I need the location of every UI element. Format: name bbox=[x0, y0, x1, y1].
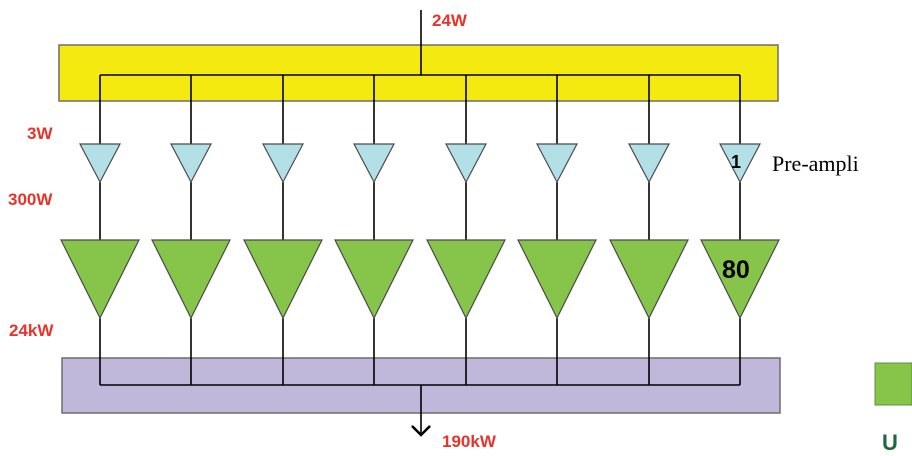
power-amplifier-triangle bbox=[151, 239, 231, 320]
wiring bbox=[99, 74, 741, 386]
amp-output-power-label: 24kW bbox=[9, 321, 54, 340]
power-amplifier-triangle bbox=[426, 239, 506, 320]
preamp-input-power-label: 3W bbox=[27, 124, 53, 143]
legend-text: U bbox=[882, 430, 898, 455]
total-output-power-label: 190kW bbox=[442, 432, 497, 451]
power-amplifier-triangle bbox=[609, 239, 689, 320]
preamplifier-triangle bbox=[628, 143, 670, 184]
preamp-output-power-label: 300W bbox=[8, 190, 53, 209]
power-amplifier-triangle bbox=[60, 239, 140, 320]
preamplifier-triangle bbox=[79, 143, 121, 184]
preamp-caption: Pre-ampli bbox=[772, 151, 859, 176]
preamplifier-triangle bbox=[262, 143, 304, 184]
preamplifier-triangle bbox=[445, 143, 487, 184]
input-power-label: 24W bbox=[432, 11, 468, 30]
power-amplifier-triangle bbox=[334, 239, 414, 320]
amp-index-label: 80 bbox=[722, 256, 750, 284]
power-amplifier-triangle bbox=[700, 239, 780, 320]
preamplifier-triangle bbox=[536, 143, 578, 184]
preamplifier-triangle bbox=[353, 143, 395, 184]
power-amplifier-triangle bbox=[517, 239, 597, 320]
splitter-bar bbox=[58, 44, 779, 102]
preamplifier-triangle bbox=[719, 143, 761, 184]
preamplifier-triangle bbox=[170, 143, 212, 184]
amplifier-channels bbox=[60, 143, 780, 320]
preamp-index-label: 1 bbox=[731, 152, 741, 172]
power-amplifier-triangle bbox=[243, 239, 323, 320]
legend-swatch bbox=[874, 362, 912, 406]
